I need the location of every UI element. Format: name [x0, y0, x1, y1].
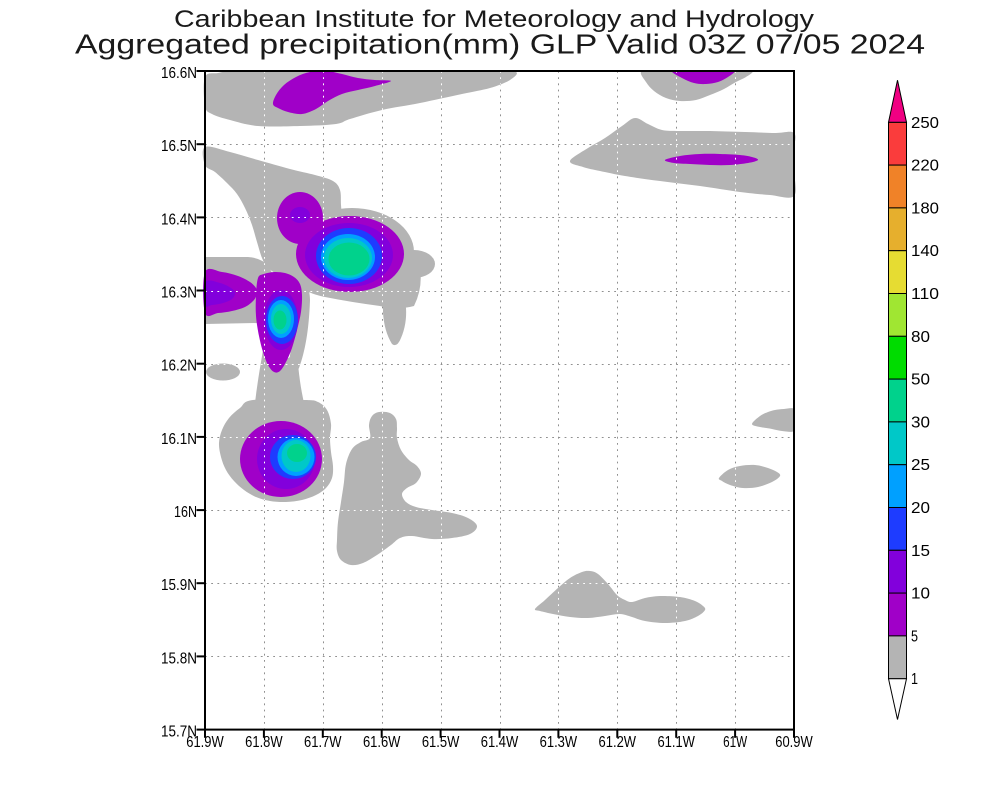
svg-text:61W: 61W	[723, 734, 747, 751]
svg-text:220: 220	[911, 158, 939, 175]
svg-text:16N: 16N	[174, 504, 197, 521]
svg-text:25: 25	[911, 457, 930, 474]
svg-text:80: 80	[911, 329, 930, 346]
svg-text:Aggregated precipitation(mm) G: Aggregated precipitation(mm) GLP Valid 0…	[75, 28, 925, 59]
svg-text:16.6N: 16.6N	[161, 65, 197, 82]
svg-text:Caribbean Institute for Meteor: Caribbean Institute for Meteorology and …	[174, 6, 814, 33]
svg-text:15.8N: 15.8N	[161, 650, 197, 667]
svg-text:15: 15	[911, 543, 930, 560]
svg-text:61.4W: 61.4W	[481, 734, 519, 751]
svg-text:50: 50	[911, 372, 930, 389]
svg-text:61.5W: 61.5W	[422, 734, 460, 751]
svg-text:16.2N: 16.2N	[161, 358, 197, 375]
svg-text:61.1W: 61.1W	[657, 734, 695, 751]
svg-text:61.9W: 61.9W	[186, 734, 224, 751]
svg-text:16.1N: 16.1N	[161, 431, 197, 448]
svg-text:61.3W: 61.3W	[540, 734, 578, 751]
svg-text:5: 5	[911, 628, 918, 645]
svg-text:180: 180	[911, 200, 939, 217]
svg-text:61.7W: 61.7W	[304, 734, 342, 751]
svg-text:61.6W: 61.6W	[363, 734, 401, 751]
svg-text:16.5N: 16.5N	[161, 138, 197, 155]
svg-text:15.7N: 15.7N	[161, 724, 197, 741]
svg-text:140: 140	[911, 243, 939, 260]
svg-text:16.4N: 16.4N	[161, 211, 197, 228]
svg-text:1: 1	[911, 671, 918, 688]
svg-text:20: 20	[911, 500, 930, 517]
svg-text:10: 10	[911, 586, 930, 603]
svg-text:60.9W: 60.9W	[775, 734, 813, 751]
svg-text:110: 110	[911, 286, 939, 303]
svg-text:15.9N: 15.9N	[161, 577, 197, 594]
svg-text:16.3N: 16.3N	[161, 285, 197, 302]
svg-text:61.8W: 61.8W	[245, 734, 283, 751]
svg-text:61.2W: 61.2W	[599, 734, 637, 751]
svg-text:250: 250	[911, 115, 939, 132]
svg-text:30: 30	[911, 414, 930, 431]
